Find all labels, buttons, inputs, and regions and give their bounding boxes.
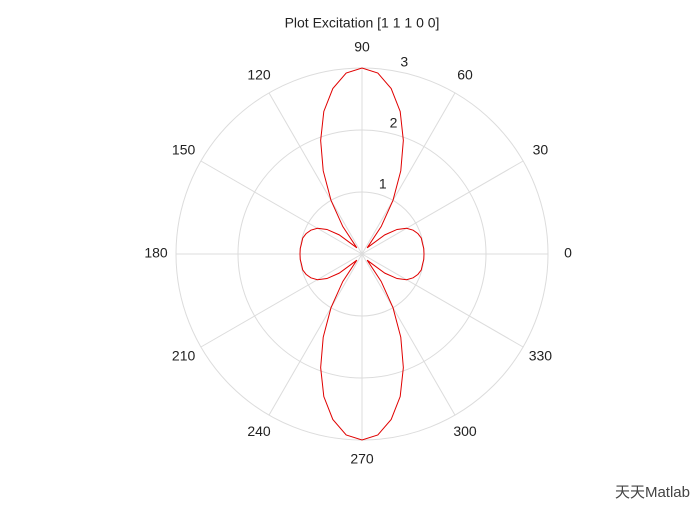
theta-tick-label: 60 (457, 66, 473, 82)
watermark: 天天Matlab (615, 484, 690, 501)
grid-spoke (268, 253, 363, 416)
chart-title: Plot Excitation [1 1 1 0 0] (285, 15, 440, 31)
theta-tick-label: 0 (564, 245, 572, 261)
theta-tick-label: 300 (453, 423, 477, 439)
theta-tick-label: 30 (533, 142, 549, 158)
polar-line (299, 67, 425, 441)
r-tick-label: 1 (379, 176, 387, 192)
theta-tick-label: 240 (247, 423, 271, 439)
r-tick-label: 3 (400, 54, 408, 70)
grid-spoke (361, 253, 524, 348)
theta-tick-label: 120 (247, 66, 271, 82)
theta-tick-label: 270 (350, 451, 374, 467)
theta-tick-label: 180 (144, 245, 168, 261)
theta-tick-label: 150 (172, 142, 196, 158)
grid-circle (237, 129, 487, 379)
grid-spoke (200, 253, 363, 348)
r-tick-label: 2 (390, 115, 398, 131)
grid-spoke (361, 253, 456, 416)
theta-tick-label: 210 (172, 348, 196, 364)
grid-spoke (361, 160, 524, 255)
grid-spoke (268, 92, 363, 255)
grid-spoke (200, 160, 363, 255)
theta-tick-label: 330 (529, 348, 553, 364)
theta-tick-label: 90 (354, 39, 370, 55)
grid-spoke (361, 92, 456, 255)
